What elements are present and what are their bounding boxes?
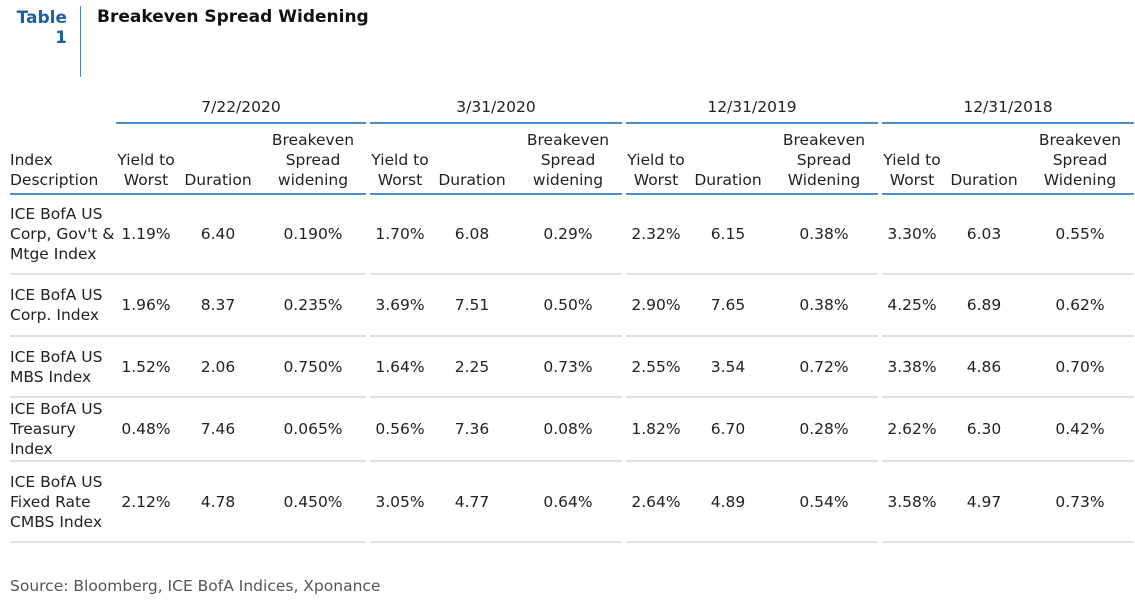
duration-cell: 7.46 [176,398,260,462]
breakeven-cell: 0.750% [260,337,366,398]
duration-cell: 6.40 [176,195,260,275]
table-row: ICE BofA US Fixed Rate CMBS Index 2.12% 4.… [10,462,1134,543]
breakeven-cell: 0.38% [770,275,878,337]
yield-to-worst-cell: 3.38% [882,337,942,398]
index-name-cell: ICE BofA US MBS Index [10,337,116,398]
page-title: Breakeven Spread Widening [97,7,369,27]
duration-cell: 2.25 [430,337,514,398]
duration-header: Duration [686,124,770,195]
breakeven-cell: 0.29% [514,195,622,275]
table-row: ICE BofA US MBS Index 1.52% 2.06 0.750% 1.64… [10,337,1134,398]
yield-to-worst-cell: 0.48% [116,398,176,462]
breakeven-table: 7/22/2020 3/31/2020 12/31/2019 12/31/201… [10,92,1134,543]
duration-cell: 6.30 [942,398,1026,462]
duration-cell: 4.77 [430,462,514,543]
table-row: ICE BofA US Corp, Gov't & Mtge Index 1.19… [10,195,1134,275]
yield-to-worst-cell: 0.56% [370,398,430,462]
yield-to-worst-cell: 3.05% [370,462,430,543]
yield-to-worst-cell: 2.55% [626,337,686,398]
yield-to-worst-cell: 2.32% [626,195,686,275]
column-header-row: Index Description Yield to Worst Duratio… [10,124,1134,195]
yield-to-worst-cell: 1.82% [626,398,686,462]
duration-cell: 6.89 [942,275,1026,337]
source-note: Source: Bloomberg, ICE BofA Indices, Xpo… [10,577,381,595]
yield-to-worst-cell: 1.96% [116,275,176,337]
breakeven-cell: 0.28% [770,398,878,462]
duration-header: Duration [430,124,514,195]
yield-to-worst-cell: 1.19% [116,195,176,275]
breakeven-cell: 0.450% [260,462,366,543]
period-header: 12/31/2018 [882,92,1134,124]
index-name-cell: ICE BofA US Treasury Index [10,398,116,462]
breakeven-cell: 0.235% [260,275,366,337]
period-header: 7/22/2020 [116,92,366,124]
breakeven-cell: 0.72% [770,337,878,398]
breakeven-cell: 0.08% [514,398,622,462]
duration-cell: 6.15 [686,195,770,275]
breakeven-cell: 0.62% [1026,275,1134,337]
table-row: ICE BofA US Treasury Index 0.48% 7.46 0.065… [10,398,1134,462]
yield-to-worst-header: Yield to Worst [626,124,686,195]
duration-cell: 7.36 [430,398,514,462]
duration-cell: 3.54 [686,337,770,398]
index-name-cell: ICE BofA US Corp. Index [10,275,116,337]
table-row: ICE BofA US Corp. Index 1.96% 8.37 0.235% 3.… [10,275,1134,337]
duration-cell: 2.06 [176,337,260,398]
yield-to-worst-cell: 4.25% [882,275,942,337]
breakeven-cell: 0.70% [1026,337,1134,398]
blank-header-cell [10,92,116,124]
breakeven-cell: 0.065% [260,398,366,462]
yield-to-worst-cell: 2.90% [626,275,686,337]
duration-cell: 6.08 [430,195,514,275]
duration-cell: 4.86 [942,337,1026,398]
yield-to-worst-header: Yield to Worst [882,124,942,195]
index-name-cell: ICE BofA US Fixed Rate CMBS Index [10,462,116,543]
yield-to-worst-cell: 2.64% [626,462,686,543]
breakeven-cell: 0.64% [514,462,622,543]
breakeven-cell: 0.73% [514,337,622,398]
yield-to-worst-cell: 2.62% [882,398,942,462]
yield-to-worst-cell: 1.70% [370,195,430,275]
breakeven-cell: 0.54% [770,462,878,543]
title-divider [80,6,81,77]
breakeven-cell: 0.38% [770,195,878,275]
duration-cell: 7.51 [430,275,514,337]
yield-to-worst-cell: 1.52% [116,337,176,398]
duration-cell: 4.89 [686,462,770,543]
duration-cell: 4.97 [942,462,1026,543]
index-name-cell: ICE BofA US Corp, Gov't & Mtge Index [10,195,116,275]
breakeven-cell: 0.55% [1026,195,1134,275]
period-header-row: 7/22/2020 3/31/2020 12/31/2019 12/31/201… [10,92,1134,124]
index-description-header: Index Description [10,124,116,195]
duration-header: Duration [176,124,260,195]
yield-to-worst-header: Yield to Worst [116,124,176,195]
yield-to-worst-cell: 3.69% [370,275,430,337]
yield-to-worst-cell: 3.30% [882,195,942,275]
duration-header: Duration [942,124,1026,195]
breakeven-cell: 0.190% [260,195,366,275]
yield-to-worst-cell: 2.12% [116,462,176,543]
breakeven-header: Breakeven Spread widening [514,124,622,195]
yield-to-worst-header: Yield to Worst [370,124,430,195]
duration-cell: 6.70 [686,398,770,462]
breakeven-header: Breakeven Spread Widening [770,124,878,195]
yield-to-worst-cell: 1.64% [370,337,430,398]
breakeven-cell: 0.50% [514,275,622,337]
yield-to-worst-cell: 3.58% [882,462,942,543]
duration-cell: 6.03 [942,195,1026,275]
breakeven-header: Breakeven Spread Widening [1026,124,1134,195]
breakeven-cell: 0.42% [1026,398,1134,462]
duration-cell: 8.37 [176,275,260,337]
table-label: Table 1 [16,8,67,48]
duration-cell: 4.78 [176,462,260,543]
breakeven-header: Breakeven Spread widening [260,124,366,195]
duration-cell: 7.65 [686,275,770,337]
period-header: 3/31/2020 [370,92,622,124]
period-header: 12/31/2019 [626,92,878,124]
breakeven-cell: 0.73% [1026,462,1134,543]
